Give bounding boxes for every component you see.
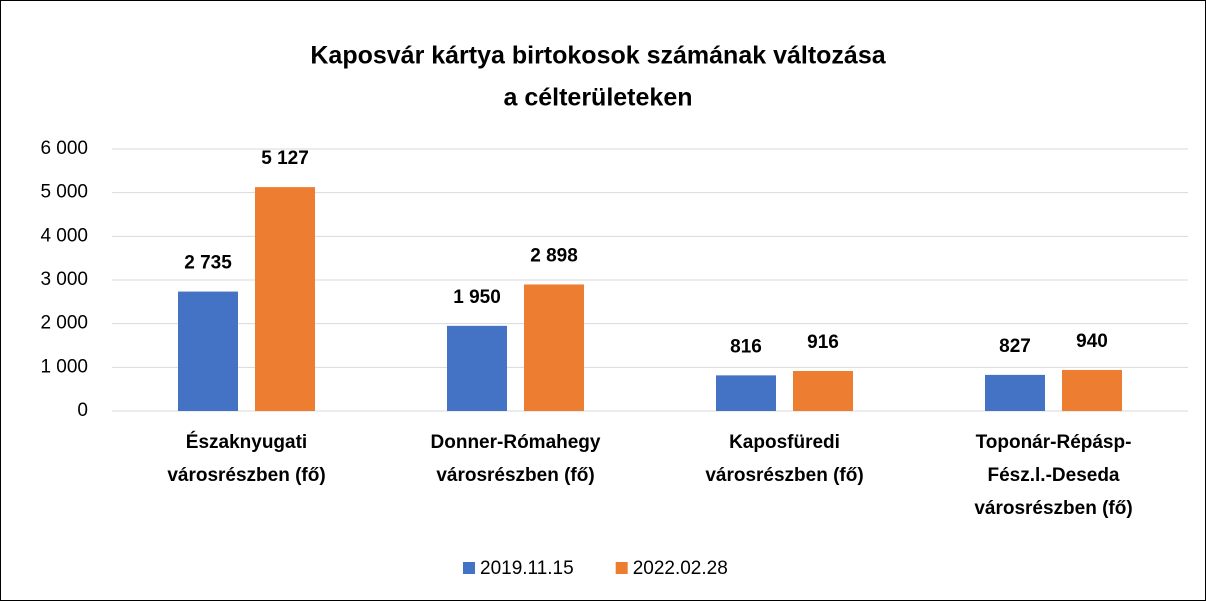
y-tick-label: 2 000 xyxy=(40,313,88,334)
y-tick-label: 3 000 xyxy=(40,269,88,290)
x-tick-label: Fész.l.-Deseda xyxy=(988,465,1120,486)
x-tick-label: Donner-Rómahegy xyxy=(431,432,601,453)
y-tick-label: 0 xyxy=(77,400,88,421)
legend-label: 2022.02.28 xyxy=(633,558,728,579)
x-tick-label: városrészben (fő) xyxy=(167,465,325,486)
data-label: 2 735 xyxy=(184,253,232,274)
y-tick-label: 5 000 xyxy=(40,182,88,203)
y-tick-label: 1 000 xyxy=(40,356,88,377)
data-label: 1 950 xyxy=(453,287,501,308)
bar xyxy=(447,325,507,411)
x-tick-label: Északnyugati xyxy=(186,431,307,453)
legend-swatch xyxy=(615,562,628,574)
y-tick-label: 4 000 xyxy=(40,225,88,246)
x-tick-label: Kaposfüredi xyxy=(729,432,840,453)
data-label: 816 xyxy=(730,336,762,357)
bar xyxy=(985,374,1045,411)
x-tick-label: Toponár-Répásp- xyxy=(976,432,1132,453)
legend-label: 2019.11.15 xyxy=(480,558,574,579)
bar xyxy=(255,187,315,411)
bar xyxy=(1062,369,1122,411)
x-tick-label: városrészben (fő) xyxy=(436,465,594,486)
data-label: 916 xyxy=(807,332,839,353)
bar xyxy=(716,375,776,411)
chart-title: a célterületeken xyxy=(504,84,693,112)
data-label: 5 127 xyxy=(261,148,309,169)
chart-title: Kaposvár kártya birtokosok számának vált… xyxy=(310,42,886,70)
x-tick-label: városrészben (fő) xyxy=(705,465,863,486)
data-label: 827 xyxy=(999,336,1031,357)
legend-swatch xyxy=(463,562,475,574)
bar xyxy=(793,371,853,411)
x-tick-label: városrészben (fő) xyxy=(974,498,1132,519)
data-label: 2 898 xyxy=(530,245,578,266)
data-label: 940 xyxy=(1076,331,1108,352)
y-tick-label: 6 000 xyxy=(40,138,88,159)
bar xyxy=(524,284,584,411)
bar xyxy=(178,291,238,411)
